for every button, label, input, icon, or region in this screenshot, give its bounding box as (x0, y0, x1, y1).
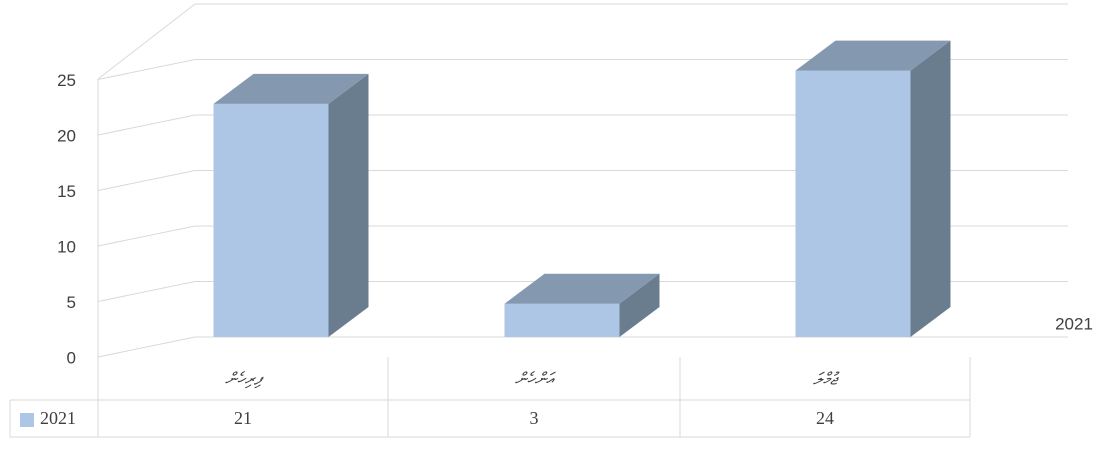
bar-side (910, 40, 951, 337)
side-grid-line (97, 170, 196, 191)
bar-front (504, 303, 620, 337)
side-grid-line (97, 59, 196, 80)
y-tick-label: 5 (67, 293, 76, 312)
bar-top (213, 73, 369, 104)
y-tick-label: 0 (67, 348, 76, 367)
bar-front (213, 103, 329, 338)
category-label: ފިރިހެން (225, 369, 264, 388)
bar-top (504, 273, 660, 304)
table-value: 3 (530, 408, 539, 428)
side-grid-line (97, 336, 196, 358)
table-value: 24 (816, 408, 834, 428)
category-label: ޖުމްލަ (813, 369, 840, 388)
table-value: 21 (234, 408, 252, 428)
side-grid-line (97, 281, 196, 302)
bar-top (795, 40, 951, 71)
depth-label: 2021 (1055, 314, 1093, 333)
category-label: އަންހެން (515, 369, 557, 388)
legend-label: 2021 (40, 408, 76, 428)
legend-swatch (20, 413, 34, 427)
y-tick-label: 10 (57, 237, 76, 256)
bar-side (328, 73, 369, 338)
side-grid-line (97, 225, 196, 247)
side-wall-top (97, 3, 196, 80)
side-grid-line (97, 114, 196, 136)
y-tick-label: 20 (57, 126, 76, 145)
bar-front (795, 70, 911, 337)
y-tick-label: 25 (57, 71, 76, 90)
y-tick-label: 15 (57, 182, 76, 201)
bar-side (619, 273, 660, 337)
